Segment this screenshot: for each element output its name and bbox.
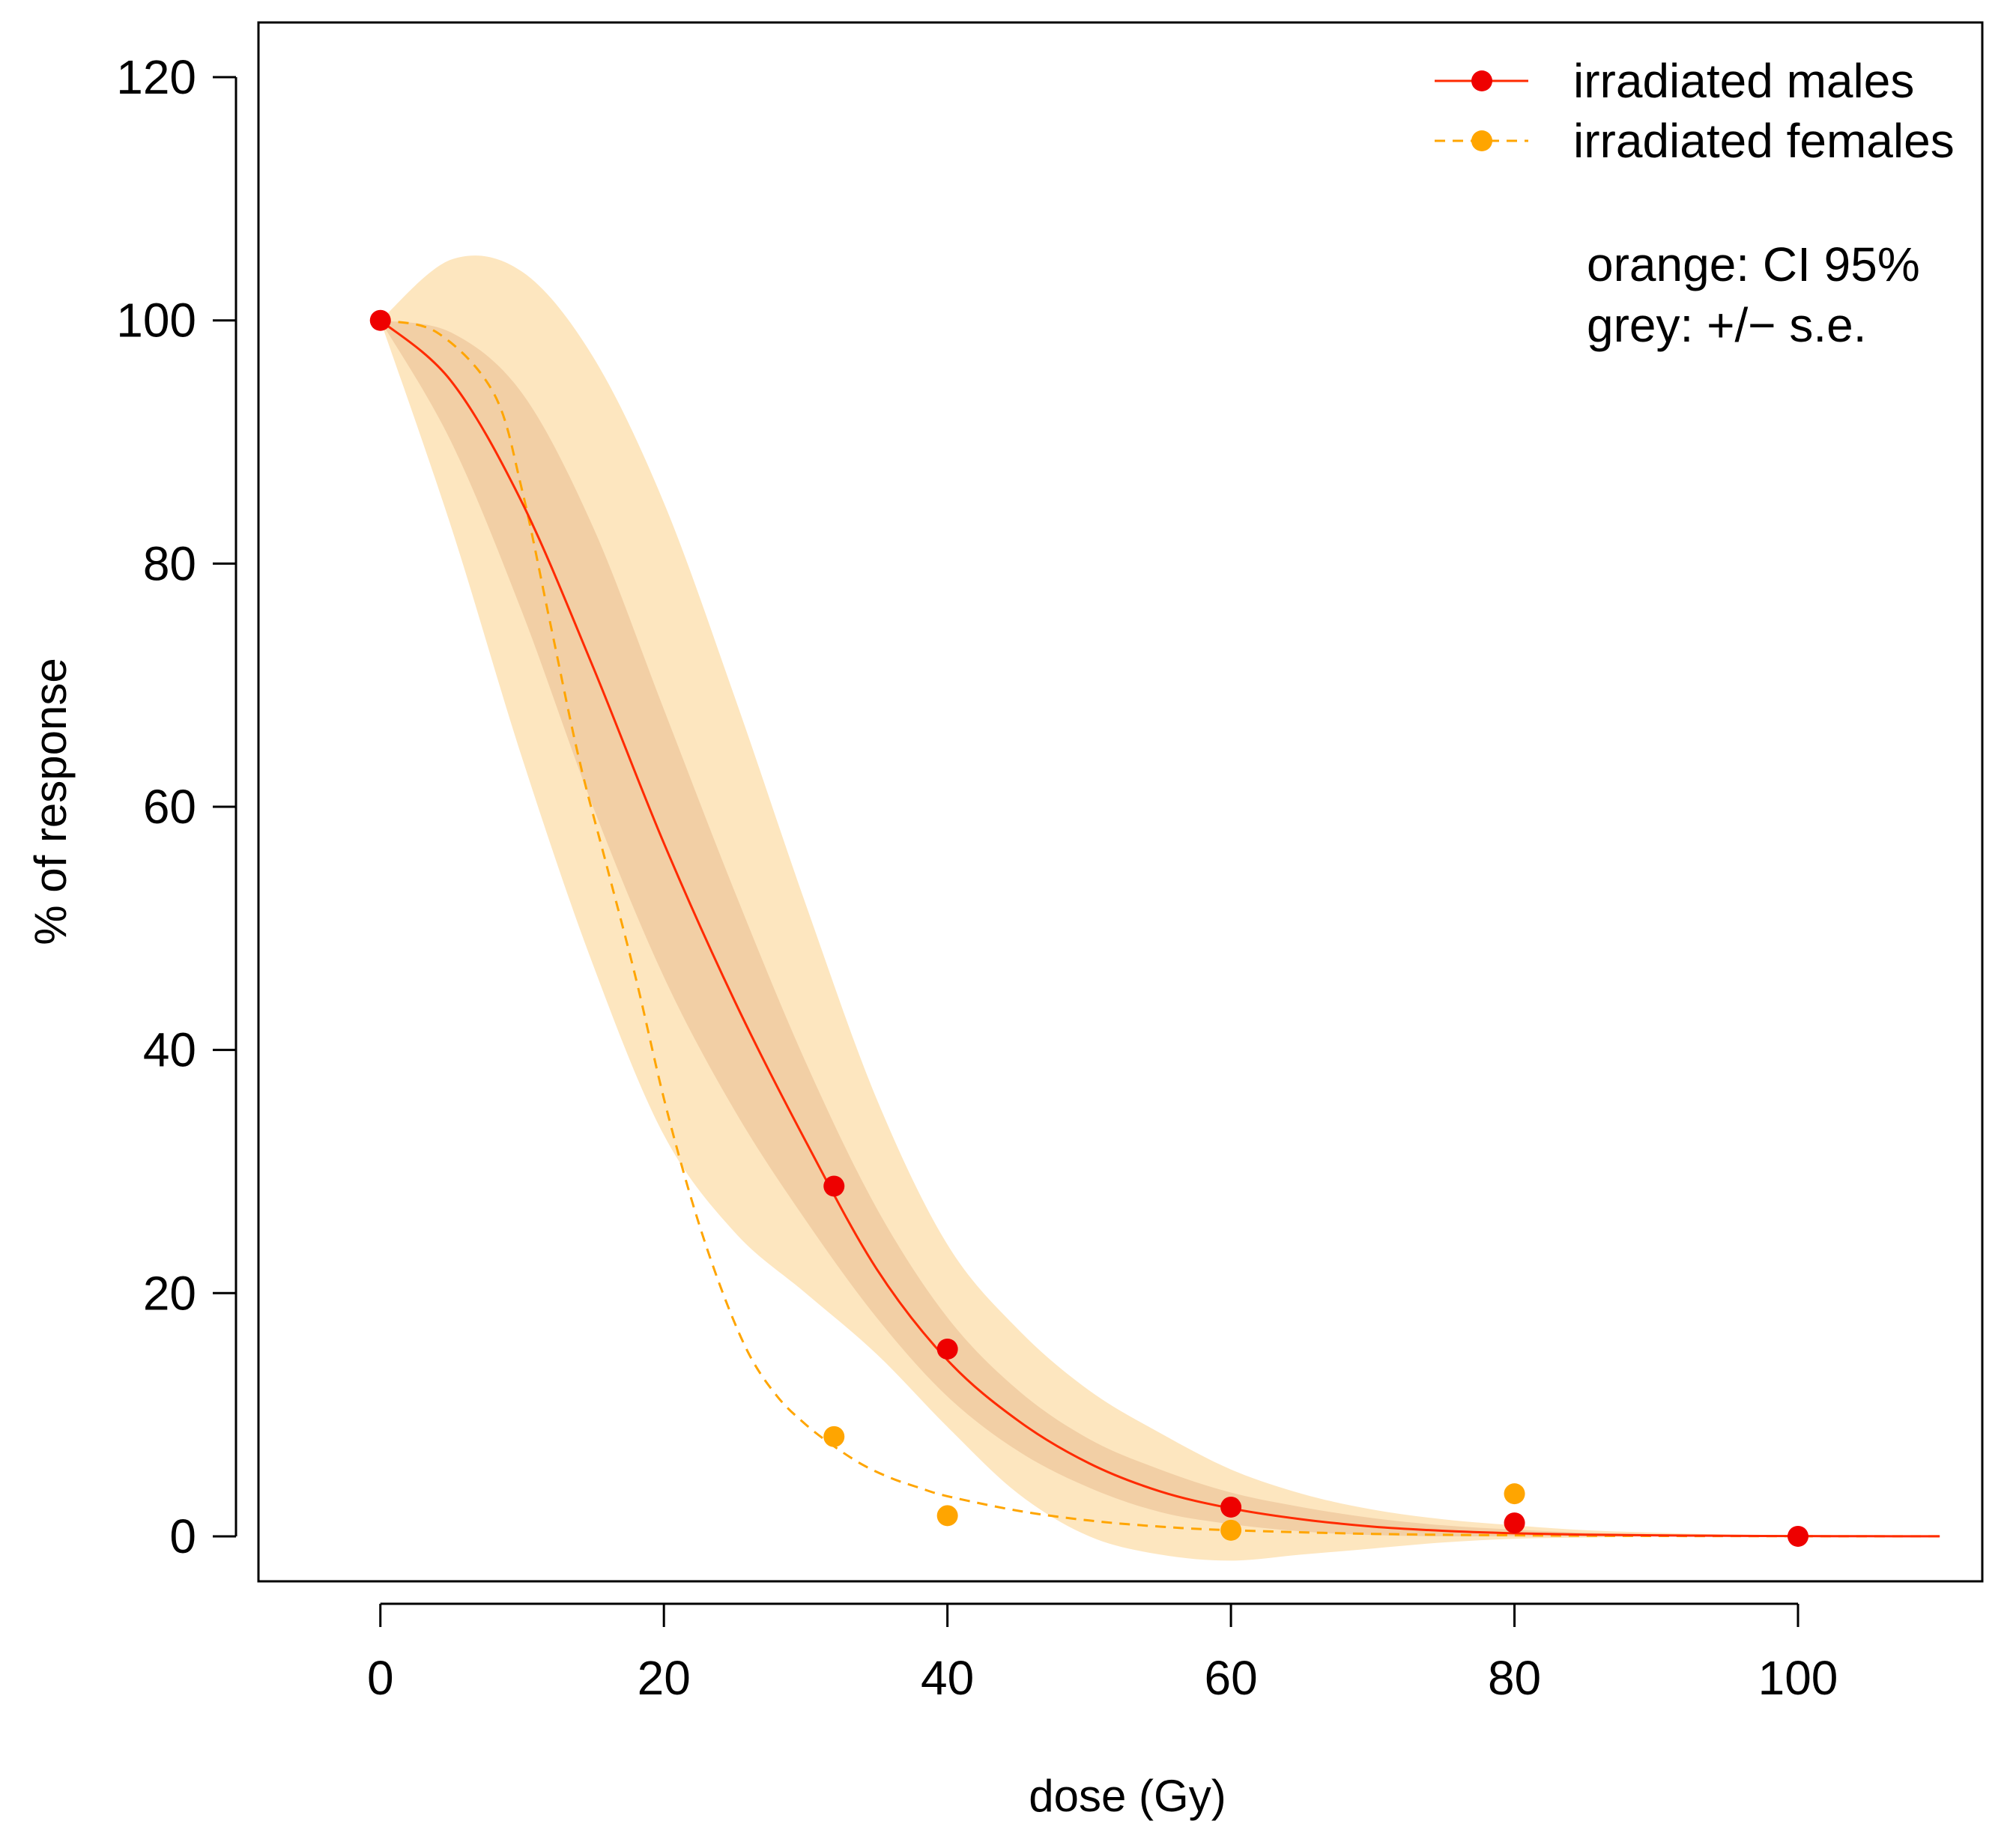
se-note: grey: +/− s.e.: [1587, 298, 1867, 352]
x-tick-label: 20: [638, 1651, 691, 1705]
legend-males-marker: [1471, 70, 1492, 91]
fitted-curves: [379, 319, 1940, 1538]
legend-males-label: irradiated males: [1573, 54, 1914, 108]
legend-females-label: irradiated females: [1573, 114, 1955, 168]
x-axis-title: dose (Gy): [1029, 1771, 1226, 1821]
y-axis: 0 20 40 60 80 100 120: [116, 50, 237, 1563]
females-data-point: [1504, 1483, 1525, 1505]
plot-frame: [257, 21, 1984, 1583]
legend: irradiated males irradiated females: [1435, 54, 1955, 168]
ci-note: orange: CI 95%: [1587, 237, 1920, 291]
x-tick-label: 40: [921, 1651, 974, 1705]
males-fit-line: [379, 319, 1940, 1538]
males-data-point: [1220, 1496, 1242, 1518]
x-tick-label: 0: [367, 1651, 394, 1705]
y-tick-label: 0: [169, 1509, 196, 1563]
females-data-point: [936, 1505, 958, 1527]
x-tick-label: 100: [1758, 1651, 1838, 1705]
females-data-point: [1220, 1519, 1242, 1541]
se-band: [380, 320, 1940, 1537]
y-tick-label: 80: [143, 536, 196, 590]
males-data-point: [823, 1175, 845, 1197]
females-data-point: [823, 1426, 845, 1447]
males-data-point: [936, 1338, 958, 1360]
y-tick-label: 100: [116, 294, 196, 348]
data-points: [369, 309, 1809, 1547]
males-data-point: [1788, 1525, 1809, 1547]
y-tick-label: 120: [116, 50, 196, 104]
legend-females-marker: [1471, 130, 1492, 151]
confidence-bands: [380, 255, 1940, 1561]
ci95-band: [380, 255, 1940, 1561]
males-data-point: [1504, 1512, 1525, 1534]
x-tick-label: 60: [1205, 1651, 1258, 1705]
females-fit-line: [380, 319, 1940, 1538]
y-tick-label: 40: [143, 1023, 196, 1077]
x-axis: 0 20 40 60 80 100: [367, 1602, 1838, 1705]
males-data-point: [369, 309, 391, 331]
x-tick-label: 80: [1488, 1651, 1541, 1705]
y-tick-label: 60: [143, 780, 196, 834]
y-axis-title: % of response: [25, 658, 76, 945]
y-tick-label: 20: [143, 1266, 196, 1320]
